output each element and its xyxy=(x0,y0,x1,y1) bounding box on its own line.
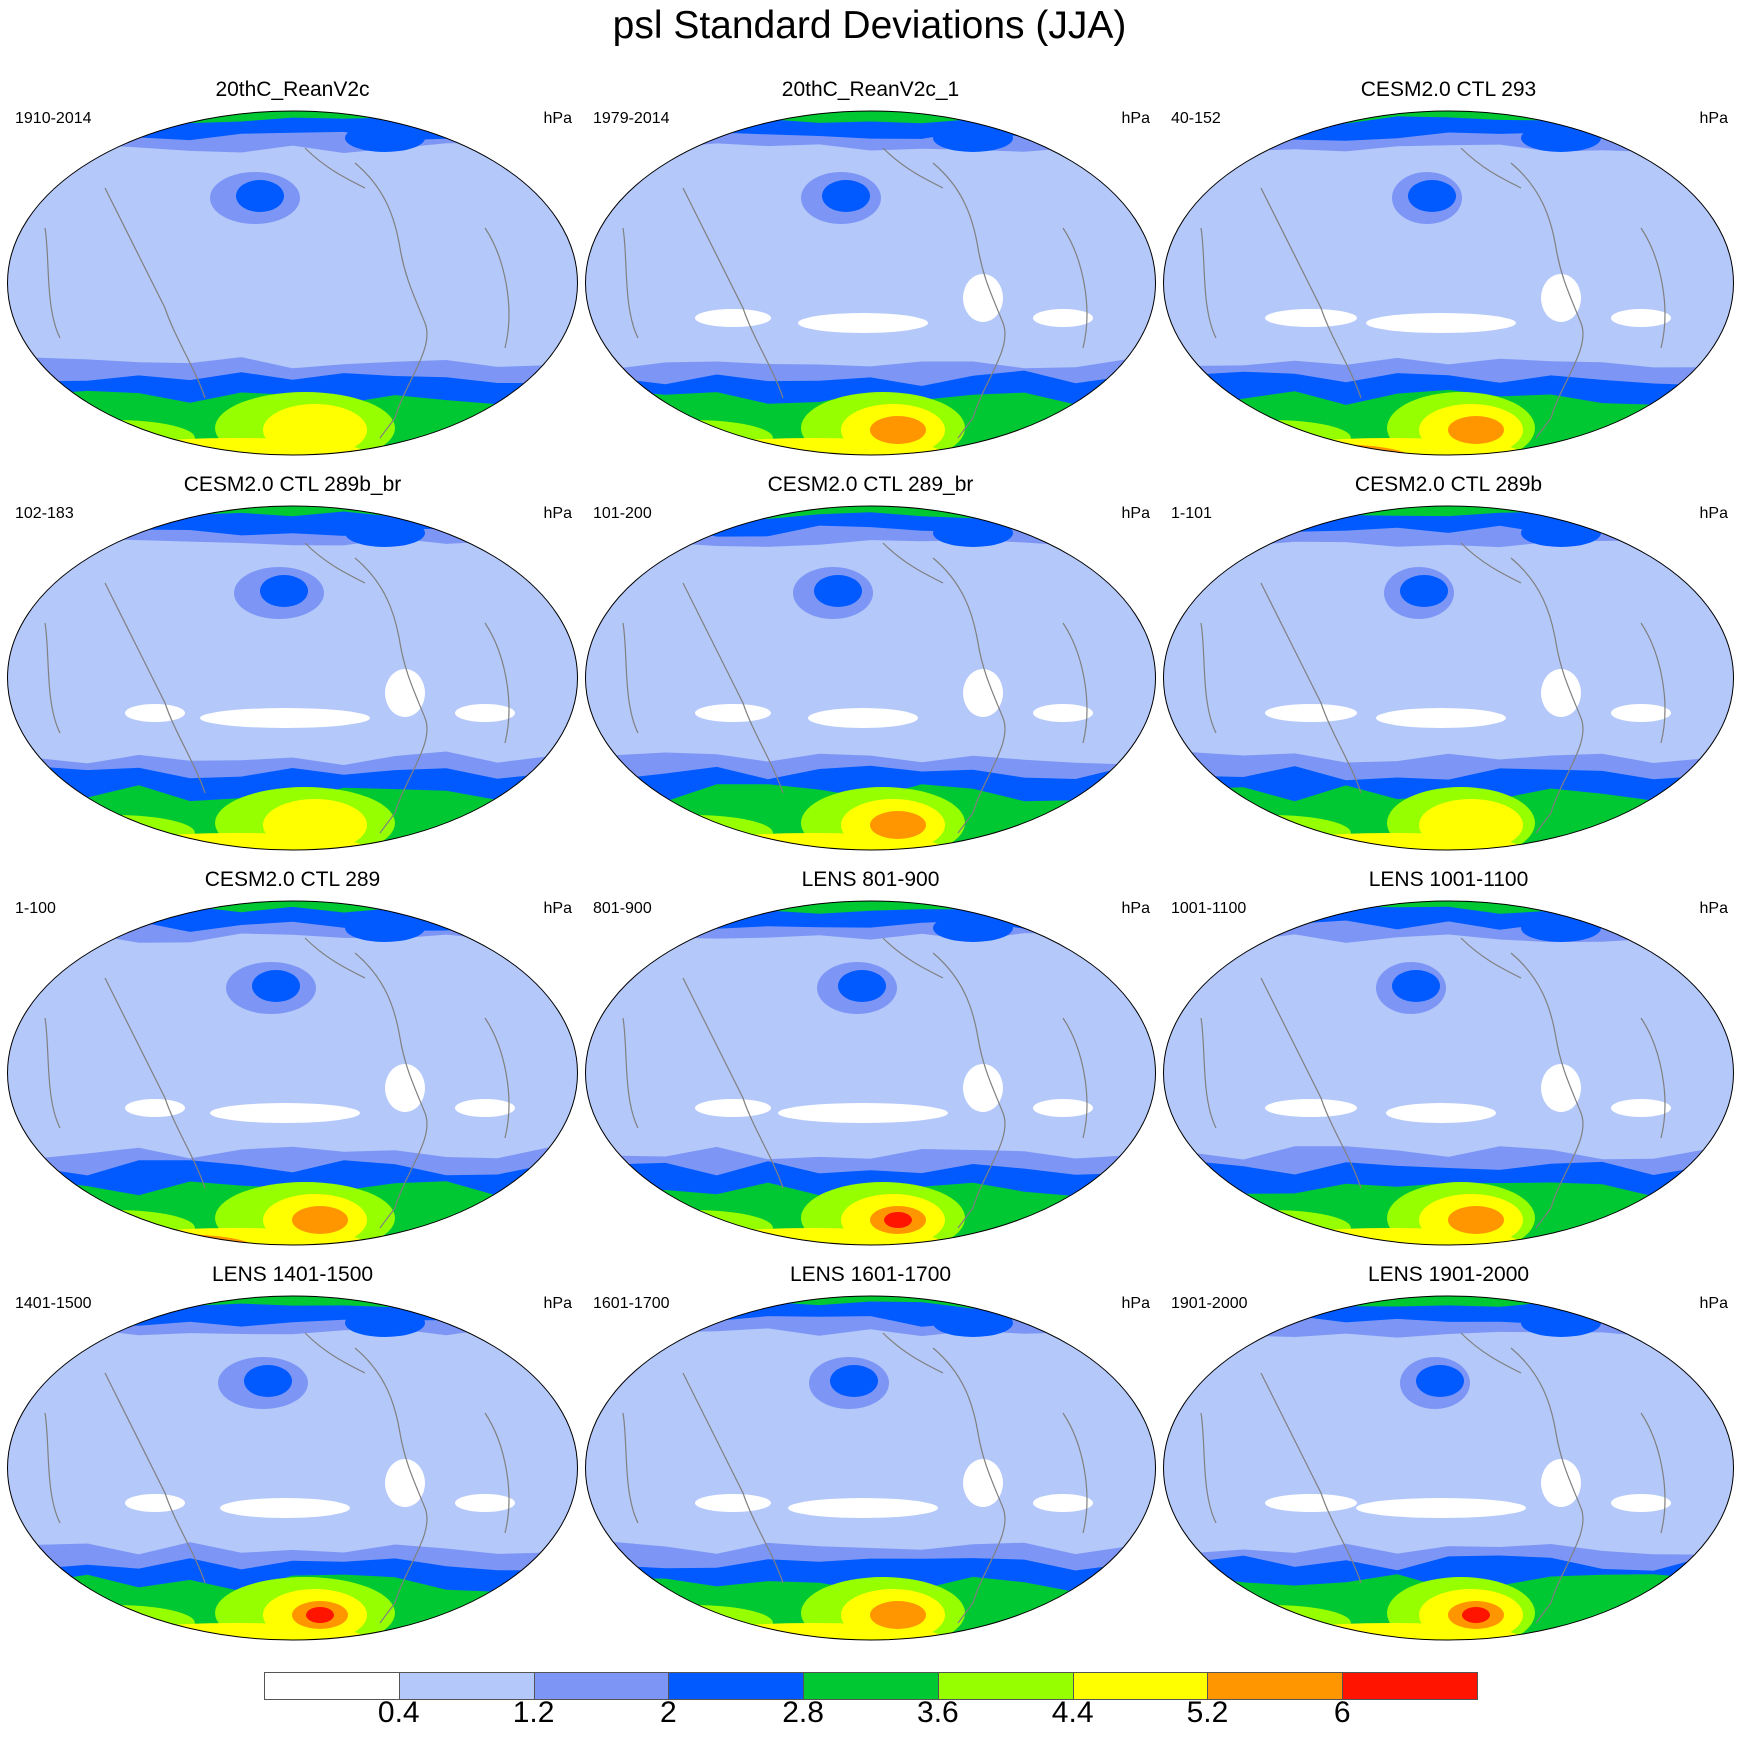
colorbar-swatch xyxy=(668,1672,805,1700)
panel-years: 40-152 xyxy=(1171,110,1221,127)
panel-units: hPa xyxy=(1699,900,1728,917)
map-contour-plot xyxy=(585,110,1156,456)
colorbar-swatch xyxy=(533,1672,670,1700)
colorbar-swatch xyxy=(1072,1672,1209,1700)
map-panel: LENS 1401-1500 1401-1500 hPa xyxy=(5,1263,580,1643)
map-panel: LENS 1001-1100 1001-1100 hPa xyxy=(1161,868,1736,1248)
panel-title: LENS 1401-1500 xyxy=(211,1263,374,1286)
map-panel: LENS 1901-2000 1901-2000 hPa xyxy=(1161,1263,1736,1643)
panel-units: hPa xyxy=(1121,505,1150,522)
map-panel: LENS 801-900 801-900 hPa xyxy=(583,868,1158,1248)
map-contour-plot xyxy=(7,900,578,1246)
map-panel: CESM2.0 CTL 293 40-152 hPa xyxy=(1161,78,1736,458)
panel-years: 1-100 xyxy=(15,900,56,917)
map-contour-plot xyxy=(1163,505,1734,851)
panel-title: LENS 801-900 xyxy=(801,868,940,891)
map-panel: CESM2.0 CTL 289 1-100 hPa xyxy=(5,868,580,1248)
panel-years: 1910-2014 xyxy=(15,110,92,127)
panel-years: 801-900 xyxy=(593,900,652,917)
map-contour-plot xyxy=(1163,1295,1734,1641)
map-contour-plot xyxy=(1163,900,1734,1246)
colorbar-swatch xyxy=(1207,1672,1344,1700)
map-contour-plot xyxy=(7,110,578,456)
panel-units: hPa xyxy=(543,110,572,127)
figure-title: psl Standard Deviations (JJA) xyxy=(612,4,1127,47)
map-contour-plot xyxy=(585,505,1156,851)
colorbar-tick-label: 5.2 xyxy=(1186,1696,1229,1729)
panel-years: 1979-2014 xyxy=(593,110,670,127)
map-panel: 20thC_ReanV2c 1910-2014 hPa xyxy=(5,78,580,458)
panel-title: LENS 1901-2000 xyxy=(1367,1263,1530,1286)
panel-title: 20thC_ReanV2c xyxy=(215,78,370,101)
panel-title: CESM2.0 CTL 293 xyxy=(1360,78,1537,101)
panel-years: 1-101 xyxy=(1171,505,1212,522)
colorbar-tick-label: 3.6 xyxy=(917,1696,959,1729)
colorbar xyxy=(264,1672,1478,1700)
panel-years: 1601-1700 xyxy=(593,1295,670,1312)
colorbar-tick-label: 2.8 xyxy=(782,1696,824,1729)
map-panel: CESM2.0 CTL 289b_br 102-183 hPa xyxy=(5,473,580,853)
colorbar-tick-label: 6 xyxy=(1333,1696,1351,1729)
colorbar-tick-label: 2 xyxy=(659,1696,677,1729)
panel-title: LENS 1001-1100 xyxy=(1368,868,1529,891)
panel-units: hPa xyxy=(1699,110,1728,127)
colorbar-swatch xyxy=(264,1672,400,1700)
colorbar-tick-label: 0.4 xyxy=(377,1696,420,1729)
panel-units: hPa xyxy=(1121,110,1150,127)
panel-title: 20thC_ReanV2c_1 xyxy=(781,78,960,101)
panel-title: CESM2.0 CTL 289b xyxy=(1354,473,1543,496)
panel-title: CESM2.0 CTL 289b_br xyxy=(183,473,402,496)
panel-years: 102-183 xyxy=(15,505,74,522)
panel-title: CESM2.0 CTL 289_br xyxy=(767,473,974,496)
map-contour-plot xyxy=(7,505,578,851)
map-panel: 20thC_ReanV2c_1 1979-2014 hPa xyxy=(583,78,1158,458)
panel-years: 1901-2000 xyxy=(1171,1295,1248,1312)
colorbar-tick-label: 1.2 xyxy=(512,1696,555,1729)
panel-units: hPa xyxy=(543,505,572,522)
map-contour-plot xyxy=(7,1295,578,1641)
colorbar-swatch xyxy=(1342,1672,1478,1700)
colorbar-swatch xyxy=(937,1672,1074,1700)
panel-title: CESM2.0 CTL 289 xyxy=(204,868,381,891)
map-contour-plot xyxy=(585,900,1156,1246)
panel-units: hPa xyxy=(543,900,572,917)
panel-years: 1001-1100 xyxy=(1171,900,1247,917)
map-contour-plot xyxy=(1163,110,1734,456)
map-panel: CESM2.0 CTL 289_br 101-200 hPa xyxy=(583,473,1158,853)
map-panel: LENS 1601-1700 1601-1700 hPa xyxy=(583,1263,1158,1643)
panel-title: LENS 1601-1700 xyxy=(789,1263,952,1286)
panel-years: 1401-1500 xyxy=(15,1295,92,1312)
panel-units: hPa xyxy=(1121,1295,1150,1312)
colorbar-swatch xyxy=(398,1672,535,1700)
panel-units: hPa xyxy=(1121,900,1150,917)
panel-units: hPa xyxy=(543,1295,572,1312)
panel-units: hPa xyxy=(1699,1295,1728,1312)
map-panel: CESM2.0 CTL 289b 1-101 hPa xyxy=(1161,473,1736,853)
map-contour-plot xyxy=(585,1295,1156,1641)
colorbar-tick-label: 4.4 xyxy=(1051,1696,1094,1729)
panel-units: hPa xyxy=(1699,505,1728,522)
panel-years: 101-200 xyxy=(593,505,652,522)
